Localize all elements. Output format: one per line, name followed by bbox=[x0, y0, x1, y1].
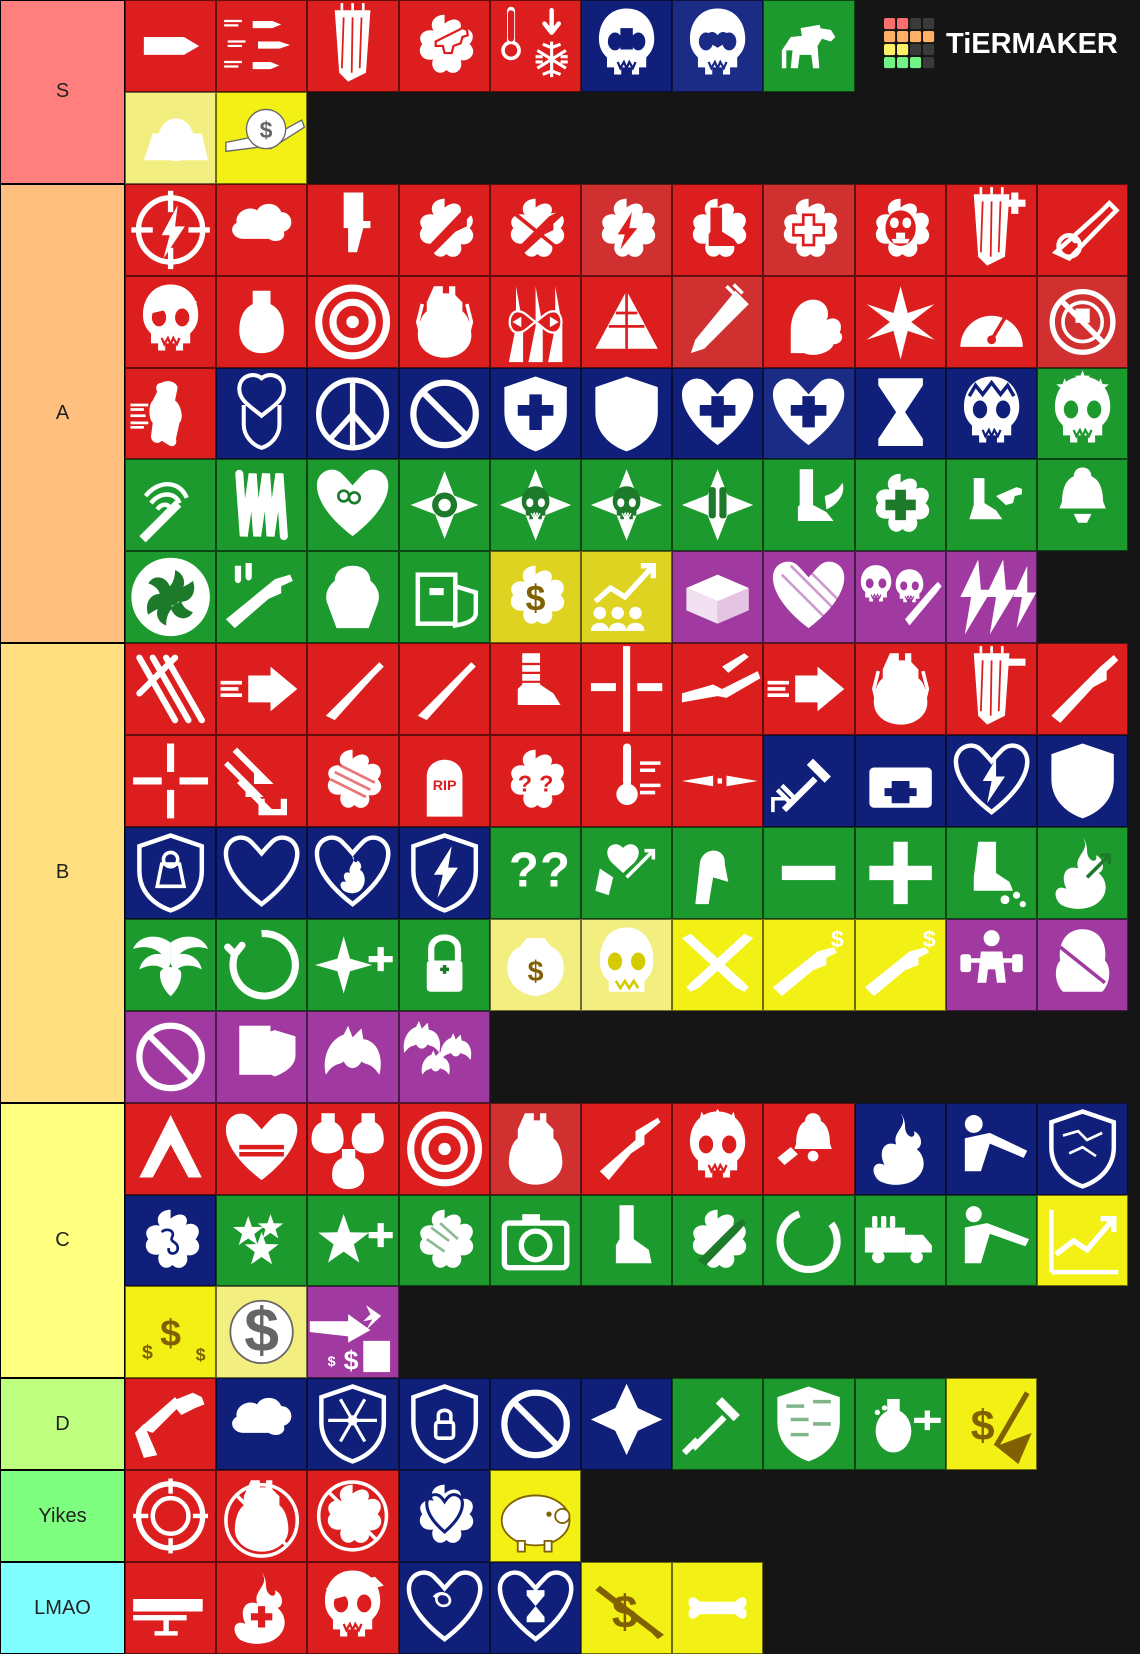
svg-text:$: $ bbox=[525, 579, 545, 619]
svg-text:$: $ bbox=[244, 1296, 279, 1366]
svg-text:?: ? bbox=[509, 843, 539, 897]
svg-text:?: ? bbox=[539, 771, 553, 797]
svg-text:$: $ bbox=[344, 1346, 359, 1376]
svg-text:$: $ bbox=[922, 926, 935, 952]
svg-text:$: $ bbox=[328, 1354, 336, 1370]
svg-text:?: ? bbox=[540, 843, 570, 897]
svg-text:$: $ bbox=[971, 1402, 995, 1450]
svg-text:$: $ bbox=[527, 956, 543, 988]
svg-text:$: $ bbox=[142, 1342, 153, 1364]
svg-text:$: $ bbox=[160, 1312, 181, 1354]
svg-text:$: $ bbox=[196, 1345, 206, 1365]
svg-text:$: $ bbox=[260, 117, 273, 143]
svg-text:$: $ bbox=[831, 926, 844, 952]
svg-text:?: ? bbox=[518, 771, 532, 797]
svg-text:RIP: RIP bbox=[432, 778, 456, 794]
